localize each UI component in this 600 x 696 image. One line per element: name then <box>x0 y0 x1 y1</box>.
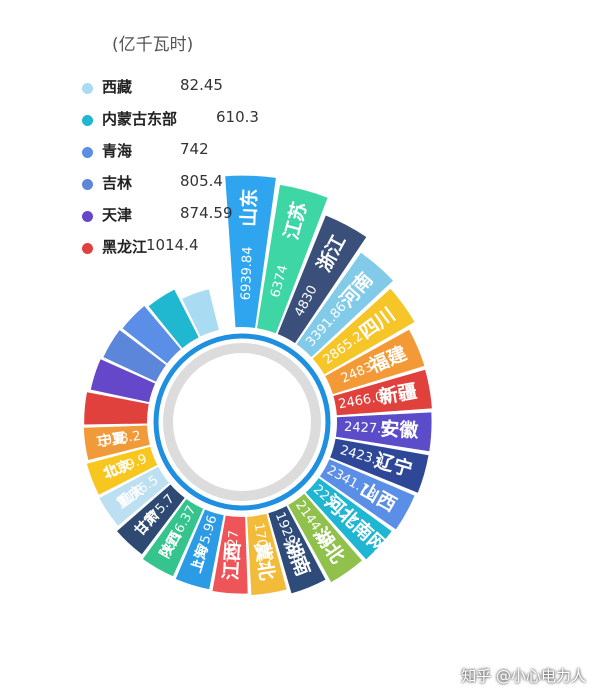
bar-25 <box>148 289 199 349</box>
ring-background <box>150 330 334 514</box>
legend-swatch <box>82 211 93 222</box>
bar-15 <box>175 509 224 590</box>
bar-1 <box>257 184 328 334</box>
watermark: 知乎 @小心电力人 <box>461 667 586 685</box>
bar-10 <box>305 478 392 560</box>
unit-label: (亿千瓦时) <box>112 35 194 55</box>
legend-swatch <box>82 83 93 94</box>
legend-name: 青海 <box>102 142 133 160</box>
bar-category-label-14: 江西 <box>220 541 245 580</box>
bar-0 <box>225 175 276 328</box>
legend-value: 874.59 <box>180 204 233 222</box>
bar-13 <box>247 513 287 595</box>
bar-8 <box>330 438 429 493</box>
legend-name: 吉林 <box>102 174 133 192</box>
bar-12 <box>268 506 326 594</box>
bar-18 <box>99 466 170 526</box>
bar-21 <box>84 392 149 425</box>
bars <box>83 175 432 595</box>
bar-11 <box>288 493 362 583</box>
bar-6 <box>333 369 432 416</box>
legend-swatch <box>82 179 93 190</box>
bar-17 <box>117 484 185 555</box>
bar-7 <box>335 412 432 452</box>
center-ring <box>150 330 334 514</box>
bar-category-label-20: 宁夏 <box>97 429 128 450</box>
bar-4 <box>312 288 415 375</box>
bar-2 <box>277 215 367 344</box>
bar-9 <box>319 459 415 530</box>
legend-value: 82.45 <box>180 76 223 94</box>
bar-20 <box>83 425 150 460</box>
bar-value-label-20: 1038.2 <box>95 429 142 450</box>
bar-category-label-7: 安徽 <box>380 417 420 442</box>
legend-value: 805.4 <box>180 172 223 190</box>
bar-22 <box>90 359 156 403</box>
legend-value: 1014.4 <box>146 236 199 254</box>
legend-swatch <box>82 243 93 254</box>
legend-name: 内蒙古东部 <box>102 110 178 128</box>
legend-swatch <box>82 115 93 126</box>
legend-value: 610.3 <box>216 108 259 126</box>
ring-outer <box>153 333 331 511</box>
bar-14 <box>212 515 248 594</box>
bar-23 <box>103 330 166 382</box>
legend-name: 西藏 <box>102 78 133 96</box>
legend-value: 742 <box>180 140 209 158</box>
bar-5 <box>325 329 425 395</box>
bar-category-label-0: 山东 <box>237 188 261 227</box>
bar-16 <box>142 499 204 577</box>
bar-3 <box>296 252 393 358</box>
bar-value-label-14: 1627 <box>225 530 242 564</box>
bar-19 <box>86 446 158 495</box>
bar-26 <box>182 289 219 337</box>
bar-24 <box>122 306 181 364</box>
legend-swatch <box>82 147 93 158</box>
bar-value-label-7: 2427.5 <box>344 420 390 437</box>
legend-name: 黑龙江 <box>102 238 148 256</box>
bar-value-label-13: 1702.7 <box>251 522 273 569</box>
ring-inner <box>163 343 321 501</box>
bar-value-label-0: 6939.84 <box>239 246 256 300</box>
legend-name: 天津 <box>102 206 133 224</box>
